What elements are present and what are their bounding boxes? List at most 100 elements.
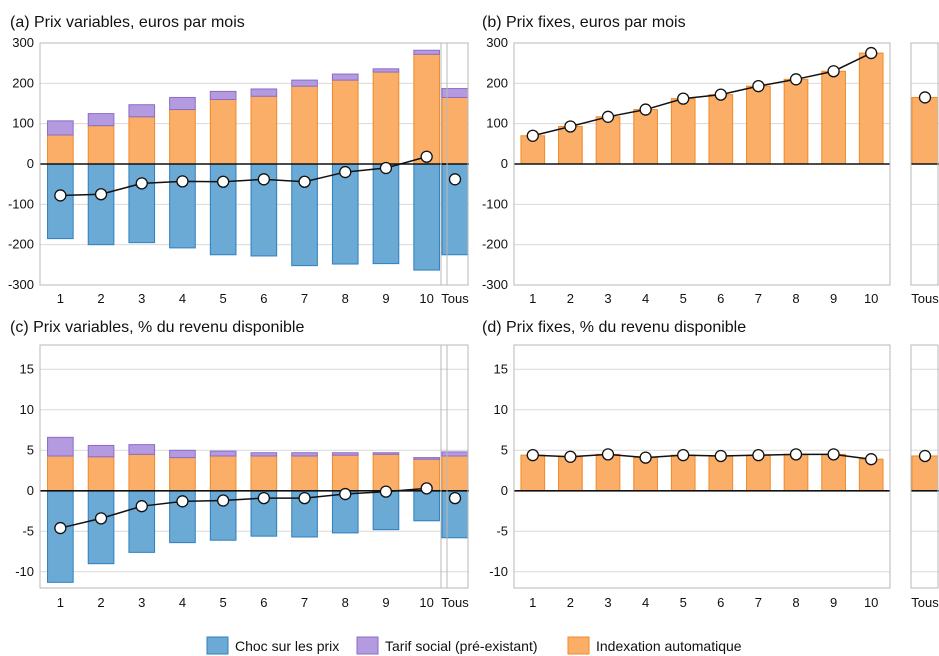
x-tick-label-total: Tous (911, 291, 939, 306)
bar-index (746, 85, 771, 165)
bar-index (331, 454, 359, 492)
y-tick-label: 0 (501, 483, 508, 498)
bar-choc (372, 163, 400, 265)
net-effect-point (298, 491, 311, 505)
x-tick-label: 5 (680, 595, 687, 610)
bar-index (47, 134, 74, 165)
x-tick-label: 1 (57, 595, 64, 610)
bar-index (858, 52, 884, 165)
plot-frame-total (440, 42, 469, 286)
y-tick-label: -100 (482, 196, 508, 211)
net-effect-point (135, 500, 148, 513)
bar-index (291, 455, 318, 492)
plot-frame-total (440, 344, 469, 589)
y-tick-label: -200 (8, 237, 34, 252)
net-effect-point-total (918, 449, 932, 463)
bar-tarif (331, 452, 359, 456)
net-effect-point (827, 65, 840, 78)
bar-tarif (250, 88, 278, 97)
bar-tarif (372, 452, 400, 455)
legend-swatch-tarif (356, 636, 379, 655)
bar-index-total (911, 96, 939, 165)
chart-panel-3: (c) Prix variables, % du revenu disponib… (10, 319, 469, 610)
net-effect-point (379, 161, 393, 175)
y-tick-label: 200 (486, 75, 508, 90)
bar-index (670, 98, 696, 165)
x-tick-label: 3 (138, 291, 145, 306)
x-tick-label: 1 (529, 291, 536, 306)
x-tick-label: 2 (97, 291, 104, 306)
plot-frame (39, 42, 448, 286)
bar-tarif (291, 79, 318, 87)
y-tick-label: 15 (20, 361, 34, 376)
net-effect-point (257, 491, 271, 505)
net-effect-point (639, 451, 652, 464)
y-tick-label: 5 (27, 442, 34, 457)
net-effect-point-total (448, 173, 462, 186)
legend-label-tarif: Tarif social (pré-existant) (385, 638, 538, 654)
plot-frame (39, 344, 448, 589)
y-tick-label: 200 (12, 75, 34, 90)
net-effect-point (865, 453, 878, 466)
x-tick-label: 1 (57, 291, 64, 306)
bar-choc (87, 163, 115, 246)
x-tick-label: 10 (864, 291, 878, 306)
y-tick-label: 10 (20, 402, 34, 417)
net-effect-point-total (918, 91, 932, 104)
net-effect-line (60, 156, 427, 197)
bar-index (783, 78, 809, 165)
bar-tarif-total (441, 88, 469, 98)
bar-tarif (169, 449, 196, 459)
bar-tarif (413, 49, 440, 55)
y-tick-label: 15 (494, 361, 508, 376)
legend-swatch-choc (206, 636, 229, 655)
y-tick-label: 5 (501, 442, 508, 457)
x-tick-label: 8 (342, 595, 349, 610)
x-tick-label: 9 (382, 595, 389, 610)
bar-tarif (128, 444, 156, 455)
bar-index (209, 455, 237, 492)
y-tick-label: 100 (12, 116, 34, 131)
net-effect-point (752, 80, 765, 93)
net-effect-point (526, 129, 539, 142)
net-effect-point-total (448, 491, 462, 505)
x-tick-label: 8 (792, 595, 799, 610)
net-effect-point (94, 512, 108, 525)
bar-index (128, 116, 156, 165)
x-tick-label: 3 (604, 595, 611, 610)
net-effect-point (216, 494, 230, 507)
x-tick-label: 7 (755, 291, 762, 306)
bar-index (633, 109, 658, 165)
bar-index-total (441, 96, 469, 165)
plot-frame (513, 42, 891, 286)
bar-index (209, 98, 237, 165)
net-effect-point (714, 88, 727, 101)
x-tick-label: 10 (419, 291, 433, 306)
x-tick-label: 10 (864, 595, 878, 610)
net-effect-point (639, 103, 652, 116)
x-tick-label: 10 (419, 595, 433, 610)
net-effect-point (176, 175, 189, 188)
net-effect-point (564, 450, 577, 463)
y-tick-label: 0 (27, 156, 34, 171)
legend-swatch-index (567, 636, 590, 655)
y-tick-label: 0 (27, 483, 34, 498)
net-effect-point (257, 173, 271, 186)
chart-panel-4: (d) Prix fixes, % du revenu disponible -1… (482, 319, 939, 610)
net-effect-point (827, 448, 840, 461)
legend-label-choc: Choc sur les prix (235, 638, 339, 654)
bar-tarif (413, 457, 440, 460)
bar-index (169, 109, 196, 165)
bar-index (47, 455, 74, 492)
x-tick-label: 4 (179, 595, 186, 610)
net-effect-point (677, 449, 690, 462)
net-effect-line (532, 52, 872, 137)
bar-index (372, 71, 400, 165)
x-tick-label: 2 (567, 595, 574, 610)
x-tick-label: 6 (717, 291, 724, 306)
x-tick-label: 7 (301, 291, 308, 306)
x-tick-label: 6 (717, 595, 724, 610)
legend-label-index: Indexation automatique (596, 638, 742, 654)
net-effect-point (420, 150, 433, 163)
bar-index (821, 70, 846, 165)
